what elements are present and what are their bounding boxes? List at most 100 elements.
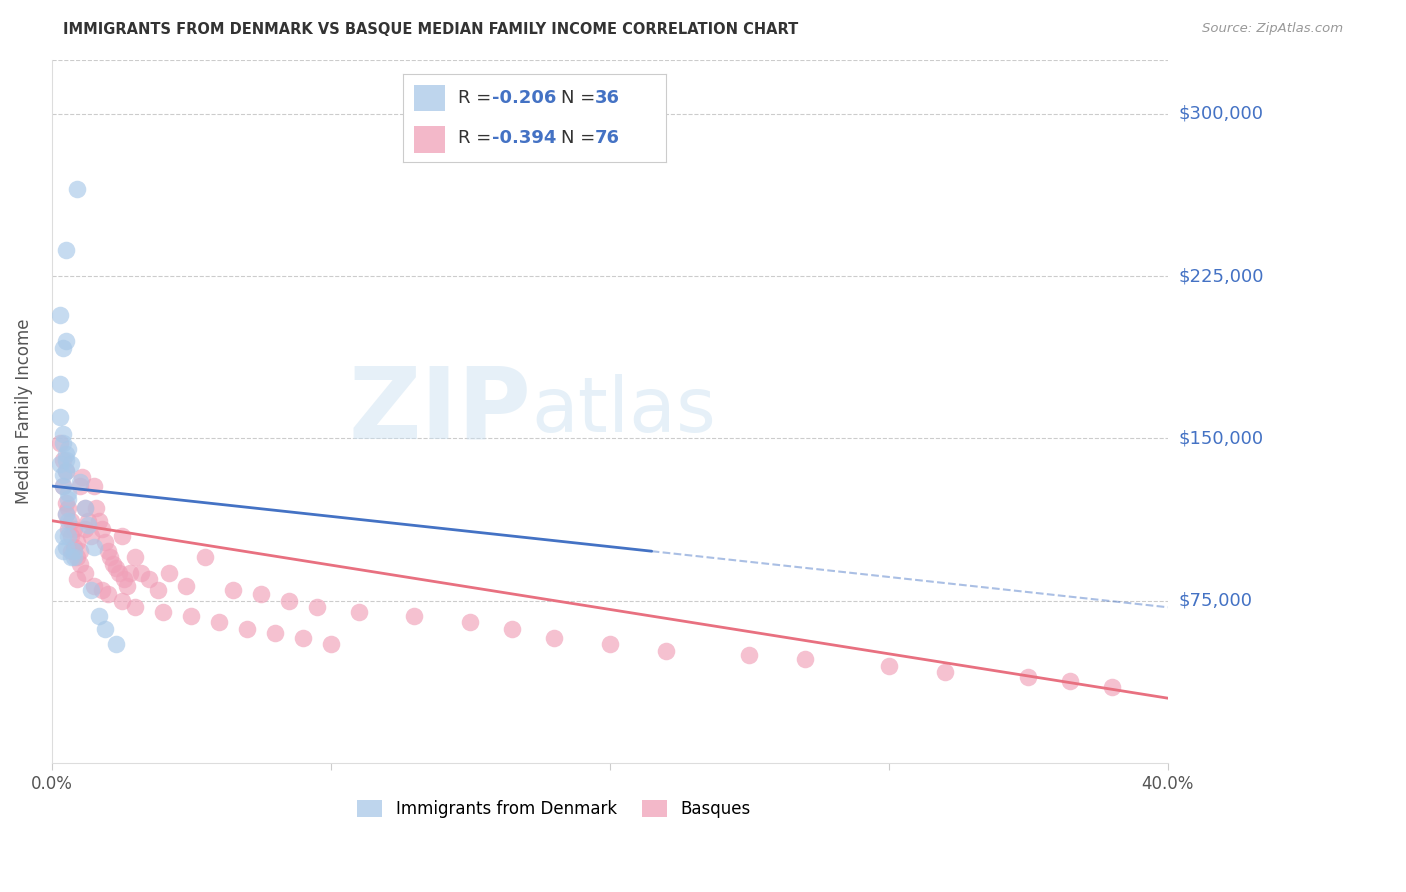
Point bbox=[222, 582, 245, 597]
Point bbox=[58, 442, 80, 457]
Point bbox=[55, 496, 77, 510]
Point bbox=[291, 631, 314, 645]
Point bbox=[83, 540, 105, 554]
Point bbox=[60, 514, 83, 528]
Point bbox=[63, 544, 86, 558]
Point bbox=[107, 566, 129, 580]
Point bbox=[404, 609, 426, 624]
Point bbox=[69, 479, 91, 493]
Point bbox=[89, 514, 111, 528]
Point bbox=[52, 544, 75, 558]
Point bbox=[55, 464, 77, 478]
Point bbox=[157, 566, 180, 580]
Point bbox=[83, 479, 105, 493]
Point bbox=[104, 637, 127, 651]
Point bbox=[1101, 681, 1123, 695]
Point bbox=[58, 522, 80, 536]
Point bbox=[55, 464, 77, 478]
Point bbox=[305, 600, 328, 615]
Text: atlas: atlas bbox=[531, 375, 717, 449]
Point bbox=[94, 622, 117, 636]
Point bbox=[58, 500, 80, 515]
Point bbox=[52, 479, 75, 493]
Point bbox=[347, 605, 370, 619]
Point bbox=[458, 615, 481, 630]
Point bbox=[129, 566, 152, 580]
Point bbox=[934, 665, 956, 680]
Point bbox=[319, 637, 342, 651]
Text: ZIP: ZIP bbox=[349, 363, 531, 460]
Point bbox=[104, 561, 127, 575]
Point bbox=[66, 572, 89, 586]
Point bbox=[110, 594, 132, 608]
Point bbox=[69, 475, 91, 489]
Text: $150,000: $150,000 bbox=[1180, 429, 1264, 448]
Point bbox=[91, 522, 114, 536]
Point bbox=[52, 453, 75, 467]
Point bbox=[69, 557, 91, 571]
Point bbox=[101, 557, 124, 571]
Point bbox=[77, 514, 100, 528]
Point bbox=[83, 579, 105, 593]
Point bbox=[115, 579, 138, 593]
Text: Source: ZipAtlas.com: Source: ZipAtlas.com bbox=[1202, 22, 1343, 36]
Point bbox=[60, 544, 83, 558]
Point bbox=[49, 409, 72, 424]
Point bbox=[86, 500, 108, 515]
Point bbox=[277, 594, 299, 608]
Point bbox=[55, 453, 77, 467]
Y-axis label: Median Family Income: Median Family Income bbox=[15, 318, 32, 504]
Point bbox=[110, 529, 132, 543]
Point bbox=[55, 507, 77, 521]
Point bbox=[55, 507, 77, 521]
Point bbox=[49, 435, 72, 450]
Point bbox=[49, 458, 72, 472]
Point bbox=[124, 600, 146, 615]
Point bbox=[794, 652, 817, 666]
Point bbox=[94, 535, 117, 549]
Point bbox=[60, 529, 83, 543]
Point bbox=[55, 540, 77, 554]
Point bbox=[58, 529, 80, 543]
Point bbox=[66, 550, 89, 565]
Point bbox=[124, 550, 146, 565]
Point bbox=[96, 544, 118, 558]
Legend: Immigrants from Denmark, Basques: Immigrants from Denmark, Basques bbox=[352, 794, 758, 825]
Point bbox=[66, 535, 89, 549]
Point bbox=[60, 458, 83, 472]
Point bbox=[152, 605, 174, 619]
Point bbox=[49, 377, 72, 392]
Point bbox=[118, 566, 141, 580]
Point bbox=[77, 518, 100, 533]
Point bbox=[138, 572, 160, 586]
Text: $225,000: $225,000 bbox=[1180, 267, 1264, 285]
Point bbox=[55, 446, 77, 460]
Point bbox=[63, 522, 86, 536]
Point bbox=[180, 609, 202, 624]
Point bbox=[55, 243, 77, 257]
Point bbox=[52, 479, 75, 493]
Point bbox=[654, 643, 676, 657]
Point bbox=[264, 626, 287, 640]
Point bbox=[250, 587, 273, 601]
Point bbox=[75, 522, 97, 536]
Point bbox=[58, 485, 80, 500]
Point bbox=[91, 582, 114, 597]
Point bbox=[49, 308, 72, 322]
Point bbox=[75, 500, 97, 515]
Point bbox=[72, 470, 94, 484]
Point bbox=[75, 566, 97, 580]
Point bbox=[69, 544, 91, 558]
Point bbox=[146, 582, 169, 597]
Point bbox=[66, 182, 89, 196]
Point bbox=[80, 582, 103, 597]
Point bbox=[55, 334, 77, 348]
Point bbox=[208, 615, 231, 630]
Point bbox=[98, 550, 121, 565]
Point bbox=[75, 500, 97, 515]
Point bbox=[112, 572, 135, 586]
Point bbox=[194, 550, 217, 565]
Point bbox=[501, 622, 523, 636]
Point bbox=[877, 658, 900, 673]
Point bbox=[63, 550, 86, 565]
